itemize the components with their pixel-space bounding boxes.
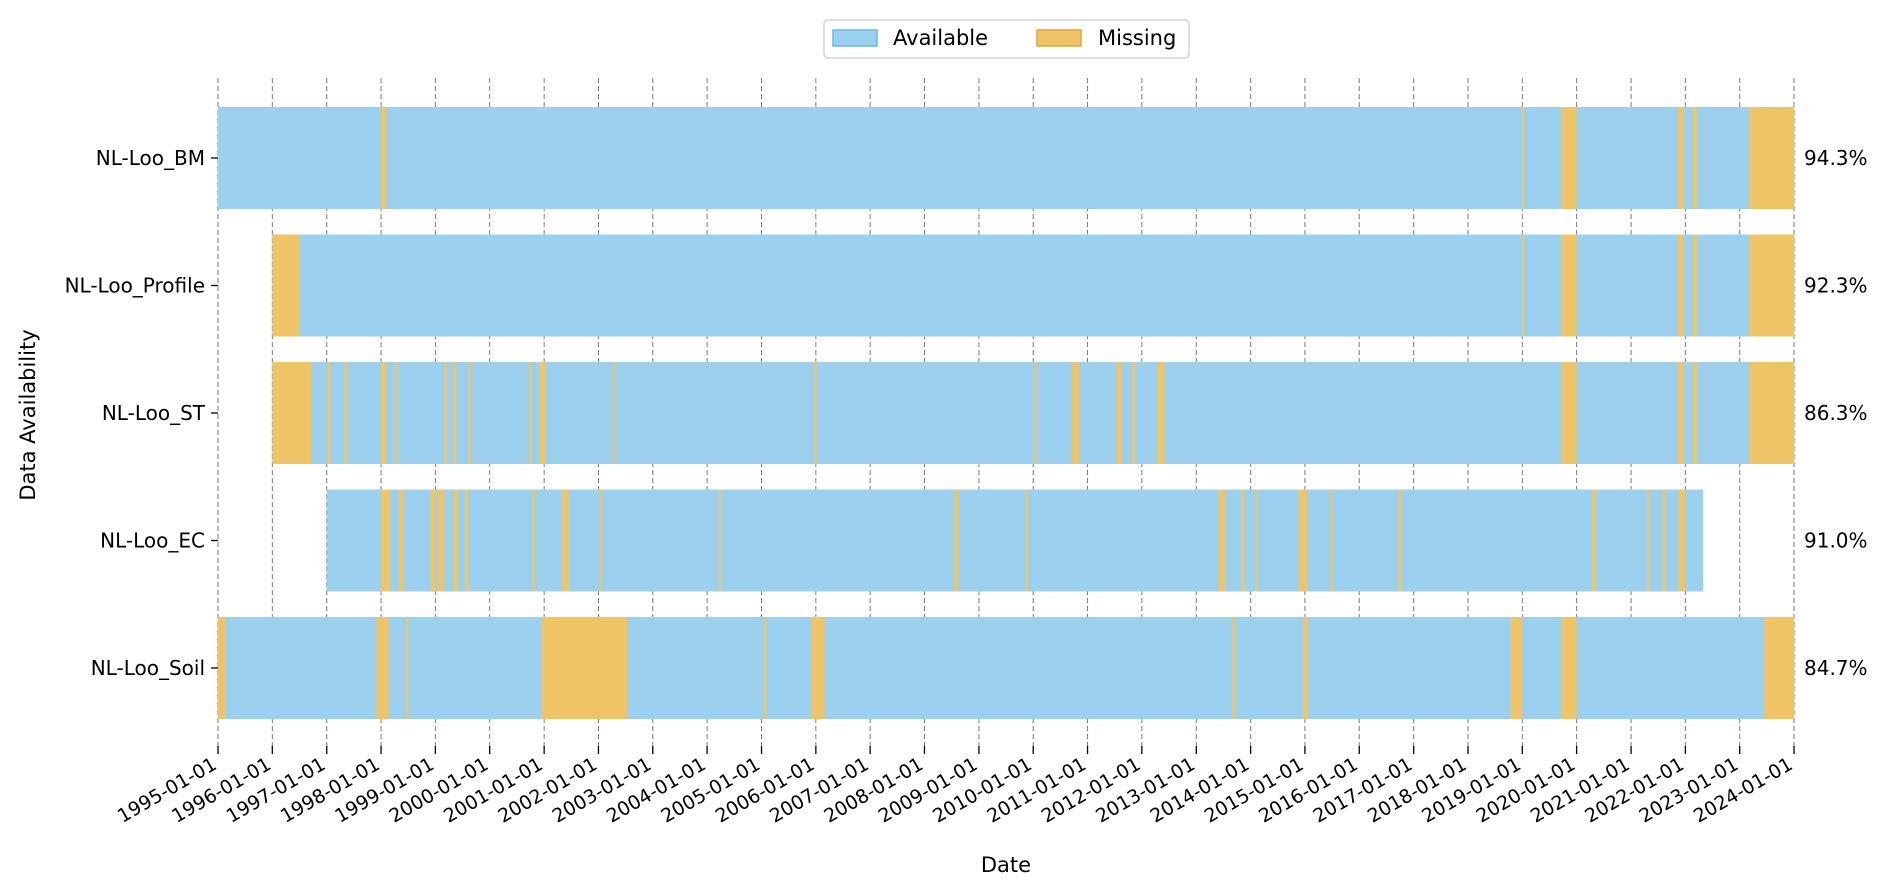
missing-segment xyxy=(1116,362,1122,464)
legend-frame xyxy=(823,19,1190,59)
availability-percent-labels: 94.3% 92.3% 86.3% 91.0% 84.7% xyxy=(1804,146,1868,680)
missing-segment xyxy=(562,489,569,592)
missing-segment xyxy=(1561,107,1577,209)
available-bar xyxy=(218,107,1794,209)
missing-segment xyxy=(1692,362,1697,464)
series-label: NL-Loo_Profile xyxy=(65,274,205,298)
missing-segment xyxy=(1522,107,1525,209)
missing-segment xyxy=(1764,617,1794,719)
series-label: NL-Loo_Soil xyxy=(91,656,205,680)
missing-segment xyxy=(1232,617,1236,719)
available-bar xyxy=(326,489,1704,592)
missing-segment xyxy=(453,362,457,464)
missing-segment xyxy=(405,617,409,719)
missing-segment xyxy=(613,362,616,464)
series-label: NL-Loo_ST xyxy=(102,401,206,425)
missing-segment xyxy=(1298,489,1308,592)
available-bar xyxy=(272,362,1795,464)
missing-segment xyxy=(1255,489,1258,592)
missing-segment xyxy=(1131,362,1135,464)
missing-segment xyxy=(376,617,389,719)
missing-segment xyxy=(1241,489,1245,592)
missing-segment xyxy=(395,362,398,464)
missing-segment xyxy=(1677,362,1684,464)
missing-segment xyxy=(1330,489,1333,592)
missing-segment xyxy=(1398,489,1402,592)
missing-segment xyxy=(1218,489,1226,592)
missing-segment xyxy=(1749,234,1794,337)
y-axis-label: Data Availability xyxy=(16,329,40,500)
legend-label-missing: Missing xyxy=(1098,26,1176,50)
legend-label-available: Available xyxy=(893,26,988,50)
missing-segment xyxy=(327,362,331,464)
missing-segment xyxy=(1025,489,1028,592)
missing-segment xyxy=(1692,234,1697,337)
missing-segment xyxy=(465,489,469,592)
missing-segment xyxy=(1034,362,1037,464)
missing-segment xyxy=(272,234,300,337)
missing-segment xyxy=(1071,362,1080,464)
missing-segment xyxy=(398,489,404,592)
series-label: NL-Loo_EC xyxy=(100,529,205,553)
missing-segment xyxy=(381,107,387,209)
missing-segment xyxy=(1677,234,1684,337)
missing-segment xyxy=(539,362,546,464)
missing-segment xyxy=(1561,234,1577,337)
missing-segment xyxy=(541,617,628,719)
missing-segment xyxy=(1692,107,1697,209)
missing-segment xyxy=(469,362,472,464)
missing-segment xyxy=(528,362,532,464)
availability-bars xyxy=(218,107,1795,719)
missing-segment xyxy=(430,489,436,592)
availability-percent: 92.3% xyxy=(1804,274,1868,298)
missing-segment xyxy=(1510,617,1523,719)
legend: Available Missing xyxy=(823,19,1190,59)
series-label: NL-Loo_BM xyxy=(96,146,205,170)
missing-segment xyxy=(763,617,767,719)
availability-percent: 91.0% xyxy=(1804,529,1868,553)
legend-swatch-missing xyxy=(1036,29,1082,47)
missing-segment xyxy=(344,362,348,464)
available-bar xyxy=(272,234,1795,337)
missing-segment xyxy=(438,489,445,592)
available-bar xyxy=(218,617,1794,719)
missing-segment xyxy=(1157,362,1165,464)
missing-segment xyxy=(1647,489,1650,592)
missing-segment xyxy=(532,489,536,592)
missing-segment xyxy=(1678,489,1686,592)
missing-segment xyxy=(1592,489,1596,592)
missing-segment xyxy=(599,489,603,592)
missing-segment xyxy=(1662,489,1666,592)
missing-segment xyxy=(954,489,959,592)
missing-segment xyxy=(218,617,226,719)
missing-segment xyxy=(1749,107,1794,209)
availability-percent: 94.3% xyxy=(1804,146,1868,170)
x-axis-label: Date xyxy=(981,853,1031,877)
missing-segment xyxy=(453,489,458,592)
availability-percent: 86.3% xyxy=(1804,401,1868,425)
missing-segment xyxy=(444,362,447,464)
missing-segment xyxy=(1677,107,1684,209)
missing-segment xyxy=(1749,362,1794,464)
availability-percent: 84.7% xyxy=(1804,656,1868,680)
missing-segment xyxy=(272,362,312,464)
missing-segment xyxy=(1522,234,1525,337)
missing-segment xyxy=(381,489,390,592)
series-labels: NL-Loo_BM NL-Loo_Profile NL-Loo_ST NL-Loo_E… xyxy=(65,146,218,680)
legend-swatch-available xyxy=(832,29,878,47)
missing-segment xyxy=(1303,617,1308,719)
missing-segment xyxy=(811,617,825,719)
missing-segment xyxy=(718,489,721,592)
missing-segment xyxy=(1561,362,1577,464)
missing-segment xyxy=(381,362,387,464)
missing-segment xyxy=(814,362,817,464)
missing-segment xyxy=(1561,617,1577,719)
x-axis-ticks: 1995-01-011996-01-011997-01-011998-01-01… xyxy=(114,746,1797,828)
